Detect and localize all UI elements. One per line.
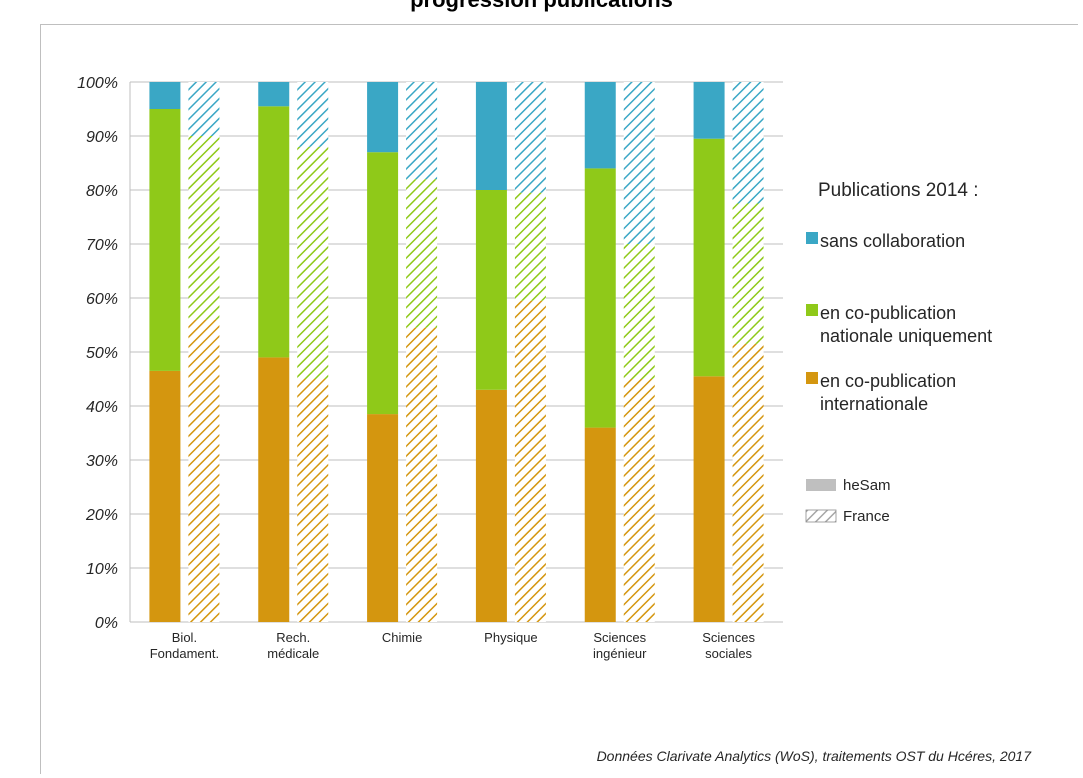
bar-france-sans xyxy=(297,82,329,147)
y-tick-label: 50% xyxy=(86,345,118,362)
y-tick-label: 30% xyxy=(86,453,118,470)
bar-france-sans xyxy=(188,82,220,136)
bar-hesam-int xyxy=(258,357,290,622)
bar-france-nat xyxy=(623,244,655,379)
bar-france-int xyxy=(297,379,329,622)
bar-france-nat xyxy=(514,192,546,301)
y-tick-label: 0% xyxy=(95,615,118,632)
bar-hesam-nat xyxy=(584,168,616,428)
legend-swatch-national xyxy=(806,304,818,316)
bar-france-int xyxy=(623,379,655,622)
legend-swatch-international xyxy=(806,372,818,384)
y-tick-label: 90% xyxy=(86,129,118,146)
legend-title: Publications 2014 : xyxy=(818,180,979,201)
bar-france-int xyxy=(732,343,764,622)
bar-france-int xyxy=(514,300,546,622)
bar-france-sans xyxy=(623,82,655,244)
legend-swatch-sans xyxy=(806,232,818,244)
grid-lines xyxy=(129,81,783,623)
bar-hesam-nat xyxy=(367,152,399,415)
legend-label-france: France xyxy=(843,508,890,525)
legend-label-international-1: en co-publication xyxy=(820,371,956,391)
bar-hesam-nat xyxy=(258,106,290,358)
x-category-label: Biol. Fondament. xyxy=(150,630,219,661)
legend: Publications 2014 : sans collaboration e… xyxy=(805,180,992,525)
bar-hesam-nat xyxy=(475,190,507,390)
bar-hesam-sans xyxy=(367,82,399,153)
bar-hesam-int xyxy=(584,427,616,622)
bar-france-nat xyxy=(297,146,329,379)
bar-france-nat xyxy=(188,136,220,320)
legend-swatch-hesam xyxy=(806,479,836,491)
y-axis-ticks: 0% 10% 20% 30% 40% 50% 60% 70% 80% 90% 100% xyxy=(77,75,118,632)
y-tick-label: 10% xyxy=(86,561,118,578)
x-axis-categories: Biol. Fondament. Rech. médicale Chimie Physiq… xyxy=(150,630,756,661)
bar-france-sans xyxy=(514,82,546,193)
x-category-label: Rech. médicale xyxy=(267,630,319,661)
bar-hesam-nat xyxy=(149,109,181,371)
bars xyxy=(149,82,764,622)
chart-title-text: progression publications xyxy=(410,0,673,12)
bar-hesam-sans xyxy=(584,82,616,169)
bar-hesam-sans xyxy=(475,82,507,190)
bar-france-int xyxy=(406,327,438,622)
bar-france-nat xyxy=(732,203,764,344)
bar-france-sans xyxy=(406,82,438,180)
bar-hesam-nat xyxy=(693,138,725,377)
bar-france-nat xyxy=(406,179,438,328)
bar-france-int xyxy=(188,319,220,622)
bar-hesam-int xyxy=(693,376,725,622)
x-category-label: Sciences ingénieur xyxy=(593,630,647,661)
legend-label-international-2: internationale xyxy=(820,394,928,414)
bar-france-sans xyxy=(732,82,764,204)
legend-swatch-france xyxy=(805,509,837,523)
legend-label-national-2: nationale uniquement xyxy=(820,326,992,346)
bar-hesam-int xyxy=(475,389,507,622)
y-tick-label: 40% xyxy=(86,399,118,416)
y-tick-label: 100% xyxy=(77,75,118,92)
bar-hesam-int xyxy=(367,414,399,622)
x-category-label: Chimie xyxy=(382,630,422,645)
chart-title: progression publications xyxy=(0,0,1083,22)
legend-label-sans: sans collaboration xyxy=(820,231,965,251)
x-category-label: Sciences sociales xyxy=(702,630,755,661)
y-tick-label: 20% xyxy=(85,507,118,524)
y-tick-label: 80% xyxy=(86,183,118,200)
bar-hesam-int xyxy=(149,370,181,622)
y-tick-label: 60% xyxy=(86,291,118,308)
legend-label-hesam: heSam xyxy=(843,477,891,494)
chart-frame xyxy=(40,24,1078,774)
bar-hesam-sans xyxy=(693,82,725,139)
bar-hesam-sans xyxy=(149,82,181,109)
bar-hesam-sans xyxy=(258,82,290,107)
source-note: Données Clarivate Analytics (WoS), trait… xyxy=(596,748,1031,764)
y-tick-label: 70% xyxy=(86,237,118,254)
legend-label-national-1: en co-publication xyxy=(820,303,956,323)
x-category-label: Physique xyxy=(484,630,537,645)
